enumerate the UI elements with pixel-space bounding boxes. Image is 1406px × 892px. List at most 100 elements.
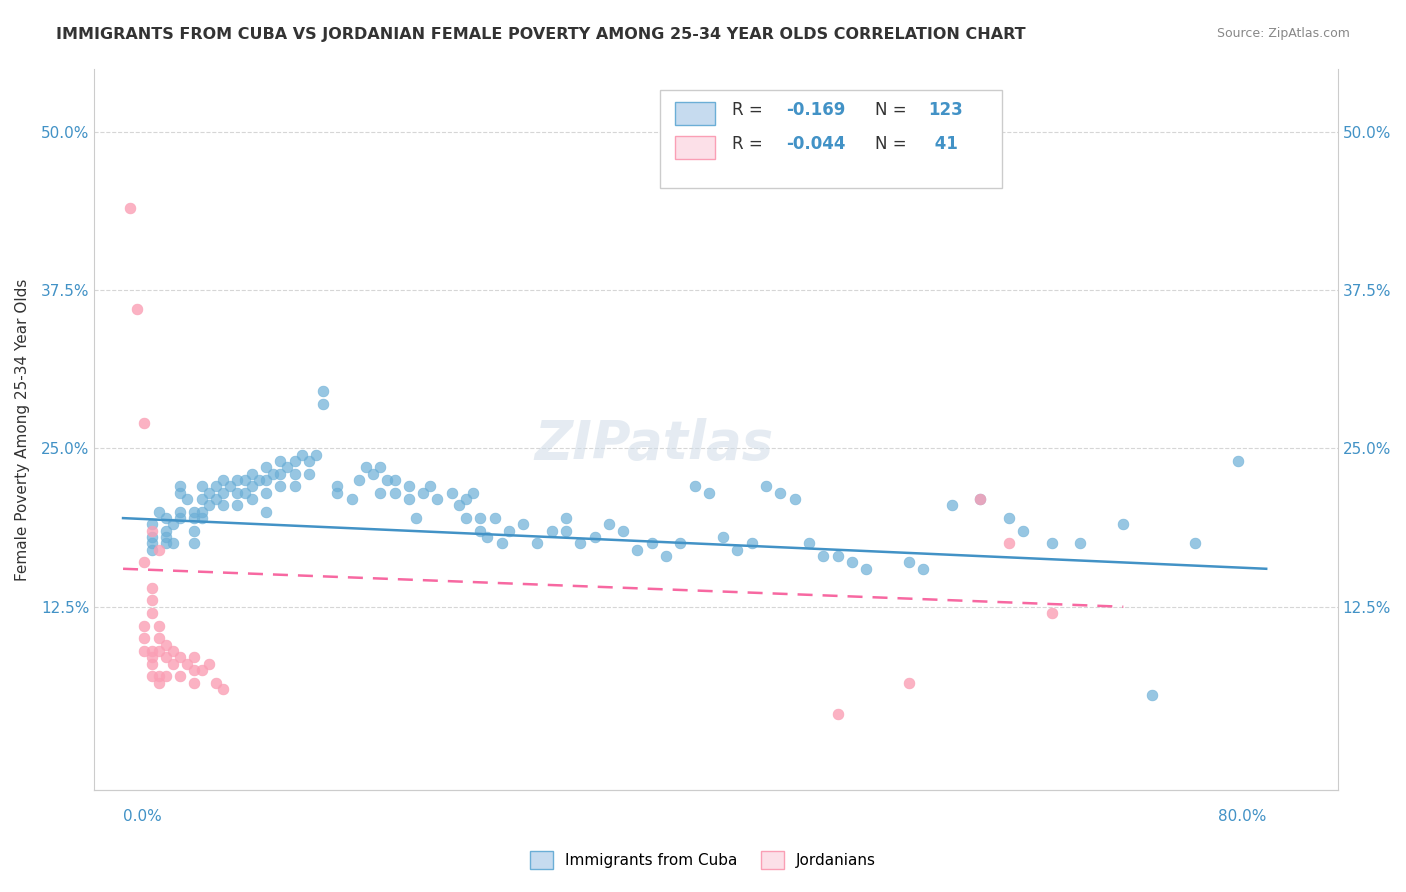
Point [998,511,1021,525]
Point [176,657,198,671]
Point [155,524,177,538]
Point [755,479,778,493]
Point [148,675,170,690]
Point [127,302,149,317]
Point [1112,517,1135,532]
Point [226,485,249,500]
Point [183,675,205,690]
Text: 0.0%: 0.0% [124,809,162,824]
Point [169,511,191,525]
Point [583,530,606,544]
Point [354,460,377,475]
Point [741,536,763,550]
Point [683,479,706,493]
Point [134,632,156,646]
Point [797,536,820,550]
Point [148,542,170,557]
Point [155,536,177,550]
Point [305,448,328,462]
Point [190,663,212,677]
Point [134,556,156,570]
Point [155,530,177,544]
Point [155,511,177,525]
Point [555,524,578,538]
Point [148,632,170,646]
Point [226,473,249,487]
Point [555,511,578,525]
Point [120,201,142,215]
Point [941,499,963,513]
Text: 123: 123 [928,102,963,120]
Point [240,467,263,481]
Text: R =: R = [733,102,768,120]
Point [612,524,634,538]
Point [169,479,191,493]
Point [384,485,406,500]
Point [298,454,321,468]
Point [205,675,228,690]
Point [283,467,305,481]
Point [340,492,363,507]
Point [269,467,291,481]
Point [141,536,163,550]
Point [183,505,205,519]
Point [470,511,492,525]
Point [262,467,284,481]
Point [190,511,212,525]
Point [134,619,156,633]
Point [412,485,434,500]
Point [197,657,219,671]
Point [398,492,420,507]
Point [276,460,298,475]
Point [669,536,692,550]
Point [897,675,920,690]
Point [783,492,806,507]
Point [148,644,170,658]
Point [841,556,863,570]
Point [141,657,163,671]
Point [190,505,212,519]
Point [361,467,384,481]
Point [454,511,477,525]
Point [233,473,256,487]
Point [1040,536,1063,550]
Point [134,416,156,430]
Point [711,530,734,544]
Point [1140,689,1163,703]
Point [512,517,534,532]
Point [141,524,163,538]
Point [1040,606,1063,620]
Point [212,682,235,697]
Point [134,644,156,658]
Point [426,492,449,507]
Point [183,663,205,677]
Point [440,485,463,500]
Point [183,524,205,538]
Point [912,562,935,576]
Point [162,517,184,532]
Point [347,473,370,487]
Point [254,505,277,519]
Point [205,492,228,507]
Point [641,536,664,550]
Point [141,650,163,665]
Point [148,505,170,519]
Point [463,485,485,500]
Point [813,549,835,563]
Point [254,460,277,475]
Point [484,511,506,525]
Point [384,473,406,487]
Point [312,397,335,411]
Point [205,479,228,493]
Point [697,485,720,500]
Point [1012,524,1035,538]
Point [727,542,749,557]
Point [176,492,198,507]
FancyBboxPatch shape [659,90,1002,187]
Point [247,473,270,487]
Point [998,536,1021,550]
Point [141,517,163,532]
Point [377,473,399,487]
Point [419,479,441,493]
Point [269,454,291,468]
